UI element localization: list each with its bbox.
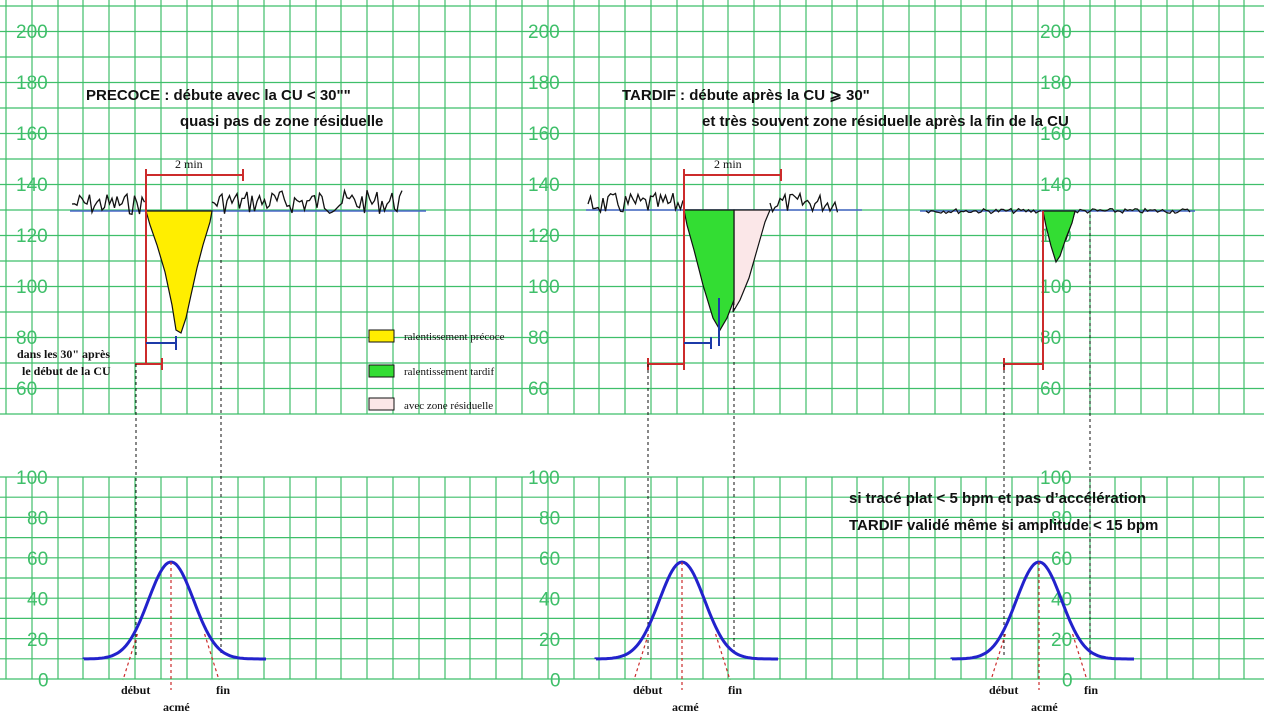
blue-bracket-early [146,336,177,350]
fhr-axis-tick-label: 80 [528,328,549,349]
fhr-axis-tick-label: 120 [16,226,48,247]
fhr-axis-tick-label: 100 [1040,277,1072,298]
uc-end-label-3: fin [1084,683,1098,697]
uc-end-label-2: fin [728,683,742,697]
fhr-trace-flat-left [925,207,1042,215]
uc-end-tangent [715,633,731,681]
uc-end-tangent [1072,633,1088,681]
uc-axis-tick-label: 100 [1040,468,1072,489]
panel-late: 2 min [586,157,862,655]
uc-start-label-2: début [633,683,662,697]
uc-axis-tick-label: 40 [539,590,560,611]
early-title-line1: PRECOCE : débute avec la CU < 30"" [86,87,351,104]
fhr-axis-tick-label: 100 [16,277,48,298]
uc-axis-tick-label: 80 [539,509,560,530]
fhr-axis-tick-label: 180 [528,73,560,94]
fhr-axis-tick-label: 160 [1040,124,1072,145]
early-title-line2: quasi pas de zone résiduelle [180,113,383,130]
fhr-trace-late-left [587,191,684,215]
uc-end-label-1: fin [216,683,230,697]
fhr-axis-tick-label: 160 [528,124,560,145]
legend-swatch-early [368,329,395,343]
uc-end-tangent [204,633,220,681]
thirty-sec-bracket-early [135,358,163,370]
uc-axis-tick-label: 60 [27,549,48,570]
blue-bracket-late [684,337,712,349]
uc-axis-tick-label: 20 [27,630,48,651]
flat-note-line2: TARDIF validé même si amplitude < 15 bpm [849,517,1158,534]
fhr-axis-tick-label: 60 [1040,379,1061,400]
fhr-axis-tick-label: 140 [1040,175,1072,196]
uc-start-tangent [990,633,1006,681]
uc-axis-tick-label: 0 [550,671,561,692]
uc-axis-tick-label: 20 [539,630,560,651]
late-title-line2: et très souvent zone résiduelle après la… [702,113,1069,130]
fhr-trace-early-left [71,192,146,216]
uterine-contraction-curves [82,560,1134,690]
uc-curve-late [594,560,778,661]
fhr-axis-tick-label: 200 [1040,22,1072,43]
fhr-axis-tick-label: 180 [1040,73,1072,94]
fhr-axis-tick-label: 80 [1040,328,1061,349]
uc-axis-tick-label: 60 [1051,549,1072,570]
uc-axis-tick-label: 80 [27,509,48,530]
early-deceleration-fill [145,210,213,334]
fhr-axis-tick-label: 120 [528,226,560,247]
legend-label-early: ralentissement précoce [404,331,505,343]
uc-start-label-3: début [989,683,1018,697]
fhr-axis-tick-label: 60 [16,379,37,400]
panel-early: 2 min dans les 30" après le début de la … [17,157,426,655]
legend-label-late: ralentissement tardif [404,366,494,378]
fhr-axis-tick-label: 200 [528,22,560,43]
panel-flat-late [920,207,1195,655]
early-note-line1: dans les 30" après [17,347,110,361]
uc-peak-label-3: acmé [1031,700,1058,714]
flat-late-deceleration-fill [1042,210,1076,264]
late-title-line1: TARDIF : débute après la CU ⩾ 30" [622,87,870,104]
fhr-axis-tick-label: 80 [16,328,37,349]
flat-note-line1: si tracé plat < 5 bpm et pas d’accélérat… [849,490,1146,507]
uc-peak-label-1: acmé [163,700,190,714]
uc-axis-tick-label: 100 [528,468,560,489]
fhr-axis-tick-label: 60 [528,379,549,400]
uc-start-tangent [122,633,138,681]
uc-peak-label-2: acmé [672,700,699,714]
thirty-sec-bracket-flat [1003,358,1043,370]
fhr-trace-late-right [769,191,839,214]
uc-axis-tick-label: 0 [38,671,49,692]
fhr-axis-tick-label: 200 [16,22,48,43]
uc-labels: début fin acmé début fin acmé début fin … [121,683,1098,714]
fhr-axis-tick-label: 160 [16,124,48,145]
uc-axis-tick-label: 40 [27,590,48,611]
legend-label-residual: avec zone résiduelle [404,400,493,412]
uc-curve-flat [950,560,1134,661]
uc-curve-early [82,560,266,661]
legend-swatch-late [368,364,395,378]
fhr-trace-early-right [211,188,403,214]
two-min-label-early: 2 min [175,157,203,171]
uc-start-label-1: début [121,683,150,697]
fhr-trace-flat-right [1074,207,1191,214]
fhr-axis-tick-label: 140 [528,175,560,196]
two-min-label-late: 2 min [714,157,742,171]
uc-start-tangent [633,633,649,681]
fhr-axis-tick-label: 180 [16,73,48,94]
fhr-axis-tick-label: 100 [528,277,560,298]
uc-axis-tick-label: 80 [1051,509,1072,530]
uc-axis-tick-label: 100 [16,468,48,489]
legend-swatch-residual [368,397,395,411]
uc-axis-tick-label: 60 [539,549,560,570]
thirty-sec-bracket-late [647,358,684,370]
uc-axis-tick-label: 0 [1062,671,1073,692]
early-note-line2: le début de la CU [22,364,111,378]
fhr-axis-tick-label: 140 [16,175,48,196]
legend: ralentissement précoce ralentissement ta… [368,329,505,412]
uc-axis-tick-label: 20 [1051,630,1072,651]
